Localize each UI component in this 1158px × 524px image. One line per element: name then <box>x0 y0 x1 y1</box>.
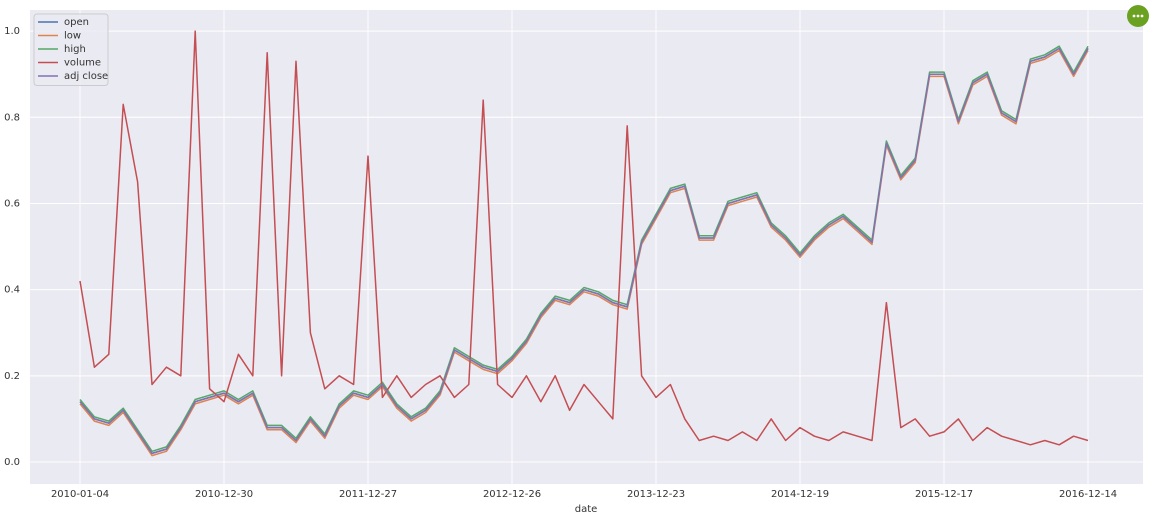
legend-label: volume <box>64 58 101 69</box>
line-series <box>79 30 1089 446</box>
menu-dot <box>1132 14 1136 18</box>
y-tick-label: 0.4 <box>4 285 20 296</box>
legend: open low high volume adj close <box>33 13 109 86</box>
legend-label: low <box>64 31 81 42</box>
y-tick-label: 0.6 <box>4 198 20 209</box>
x-tick-label: 2010-12-30 <box>195 489 253 500</box>
x-axis-label: date <box>575 504 598 515</box>
x-tick-label: 2014-12-19 <box>771 489 829 500</box>
x-tick-label: 2015-12-17 <box>915 489 973 500</box>
legend-box <box>33 13 109 86</box>
legend-label: adj close <box>64 71 108 82</box>
menu-button[interactable] <box>1127 5 1149 27</box>
y-tick-label: 0.2 <box>4 371 20 382</box>
menu-dot <box>1136 14 1140 18</box>
legend-label: high <box>64 44 86 55</box>
x-tick-label: 2013-12-23 <box>627 489 685 500</box>
y-tick-label: 0.8 <box>4 112 20 123</box>
lines <box>79 30 1089 457</box>
y-tick-label: 0.0 <box>4 457 20 468</box>
x-tick-label: 2012-12-26 <box>483 489 541 500</box>
grid <box>30 10 1143 484</box>
line-series <box>79 47 1089 455</box>
x-tick-label: 2011-12-27 <box>339 489 397 500</box>
y-tick-label: 1.0 <box>4 26 20 37</box>
legend-label: open <box>64 17 89 28</box>
plot-area <box>30 10 1143 484</box>
x-tick-label: 2016-12-14 <box>1059 489 1117 500</box>
x-tick-label: 2010-01-04 <box>51 489 109 500</box>
menu-dot <box>1140 14 1144 18</box>
